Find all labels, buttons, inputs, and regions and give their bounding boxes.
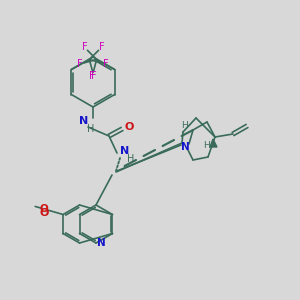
Polygon shape: [210, 139, 217, 147]
Text: N: N: [80, 116, 88, 126]
Text: O: O: [40, 204, 48, 214]
Text: O: O: [124, 122, 134, 132]
Text: H: H: [87, 124, 95, 134]
Text: F: F: [82, 43, 87, 52]
Text: O: O: [39, 208, 49, 218]
Text: H: H: [204, 140, 210, 149]
Text: F: F: [89, 71, 95, 81]
Text: H: H: [127, 154, 135, 164]
Text: F: F: [99, 43, 104, 52]
Text: H: H: [182, 122, 188, 130]
Text: F: F: [103, 59, 109, 69]
Text: N: N: [120, 146, 130, 156]
Text: F: F: [91, 71, 97, 81]
Text: N: N: [97, 238, 105, 248]
Text: F: F: [77, 59, 83, 69]
Text: N: N: [181, 142, 189, 152]
